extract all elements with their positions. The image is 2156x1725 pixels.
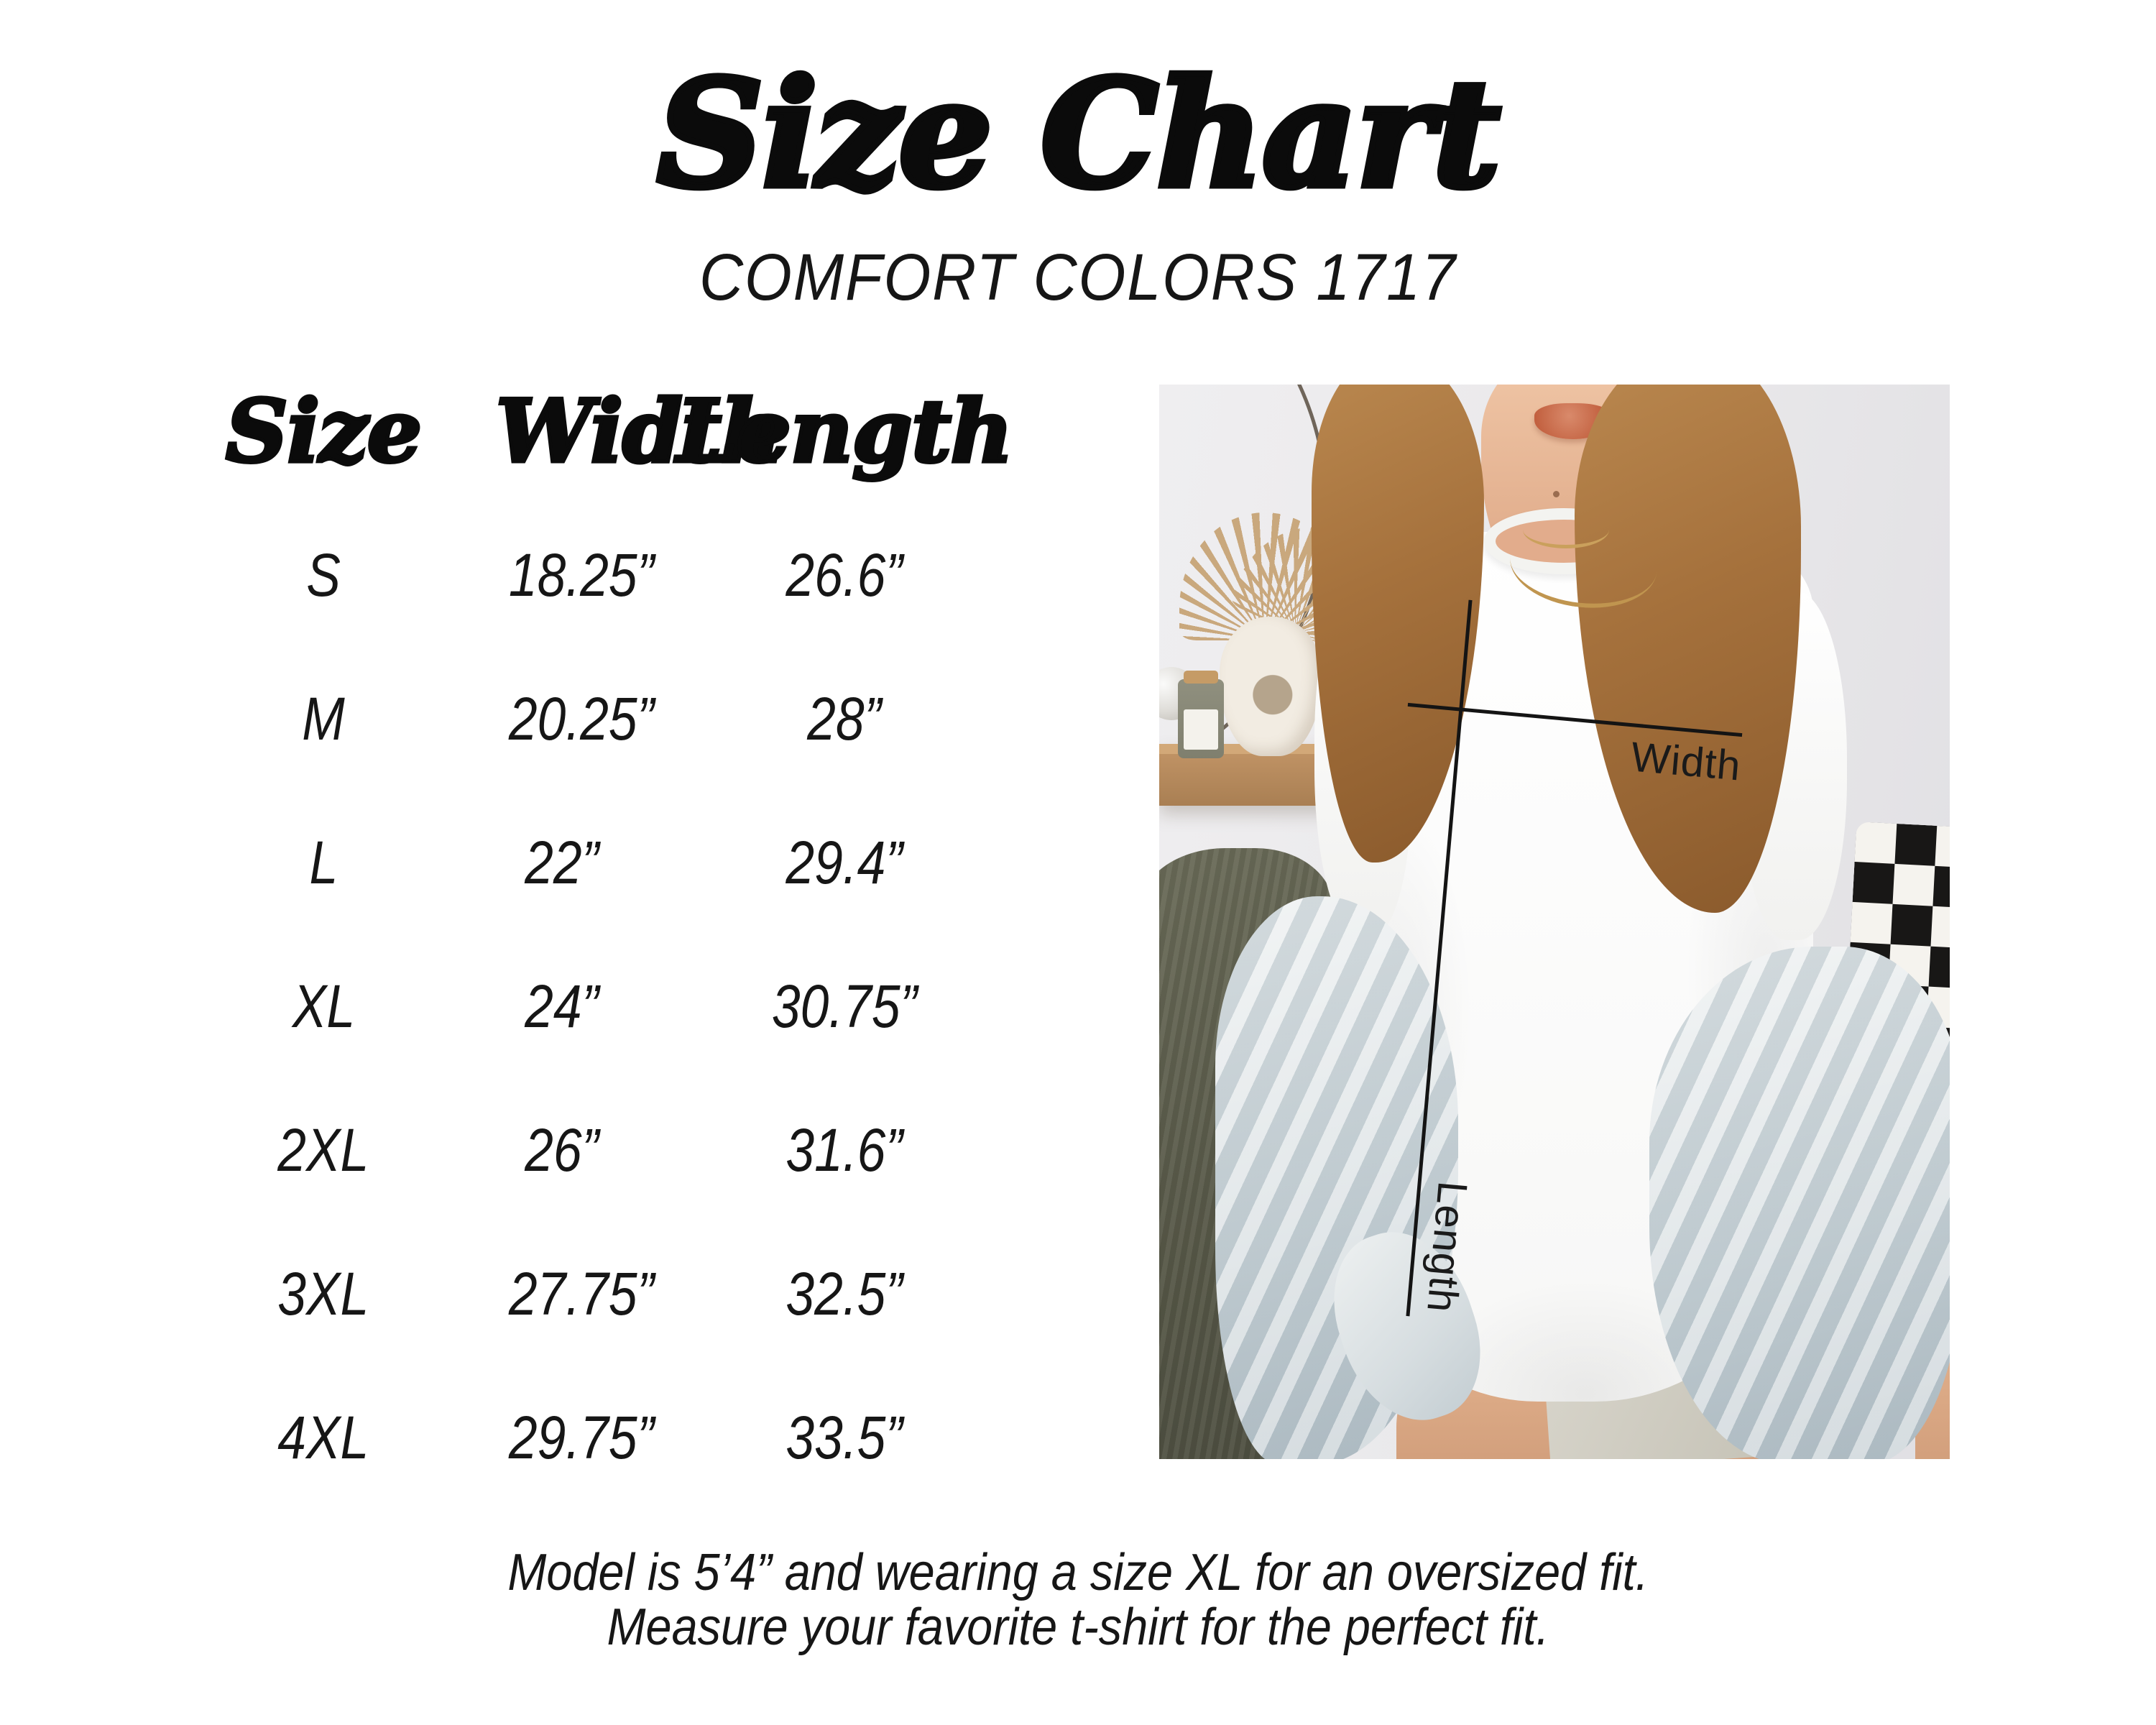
size-table: Size Width Length S 18.25” 26.6” M 20.25… — [151, 359, 1061, 1509]
page-subtitle: COMFORT COLORS 1717 — [699, 241, 1457, 314]
width-cell: 29.75” — [508, 1403, 655, 1471]
width-cell: 26” — [525, 1116, 599, 1184]
length-cell: 28” — [807, 684, 882, 753]
width-cell: 27.75” — [508, 1259, 655, 1328]
page-title: Size Chart — [654, 45, 1503, 224]
size-cell: 4XL — [277, 1403, 369, 1471]
length-cell: 29.4” — [786, 828, 903, 896]
size-cell: 3XL — [277, 1259, 369, 1328]
size-cell: 2XL — [277, 1116, 369, 1184]
column-header-width: Width — [494, 379, 786, 484]
gold-choker — [1523, 511, 1609, 548]
beauty-mark — [1553, 491, 1560, 497]
width-cell: 24” — [525, 972, 599, 1040]
width-cell: 20.25” — [508, 684, 655, 753]
width-cell: 22” — [525, 828, 599, 896]
size-cell: L — [309, 828, 338, 896]
length-cell: 31.6” — [786, 1116, 903, 1184]
length-cell: 30.75” — [771, 972, 918, 1040]
width-cell: 18.25” — [508, 540, 655, 609]
denim-jacket — [1649, 947, 1950, 1459]
column-header-size: Size — [224, 379, 424, 484]
model-photo: Width Length — [1159, 385, 1950, 1459]
length-cell: 33.5” — [786, 1403, 903, 1471]
column-header-length: Length — [675, 379, 1015, 484]
length-cell: 32.5” — [786, 1259, 903, 1328]
size-cell: XL — [292, 972, 355, 1040]
jar-label — [1184, 709, 1218, 750]
size-cell: S — [306, 540, 341, 609]
footer-note: Model is 5’4” and wearing a size XL for … — [0, 1545, 2156, 1655]
footer-line-1: Model is 5’4” and wearing a size XL for … — [507, 1544, 1649, 1601]
jar-lid — [1184, 671, 1218, 684]
length-cell: 26.6” — [786, 540, 903, 609]
footer-line-2: Measure your favorite t-shirt for the pe… — [607, 1598, 1549, 1656]
size-cell: M — [302, 684, 345, 753]
donut-vase — [1220, 617, 1322, 756]
